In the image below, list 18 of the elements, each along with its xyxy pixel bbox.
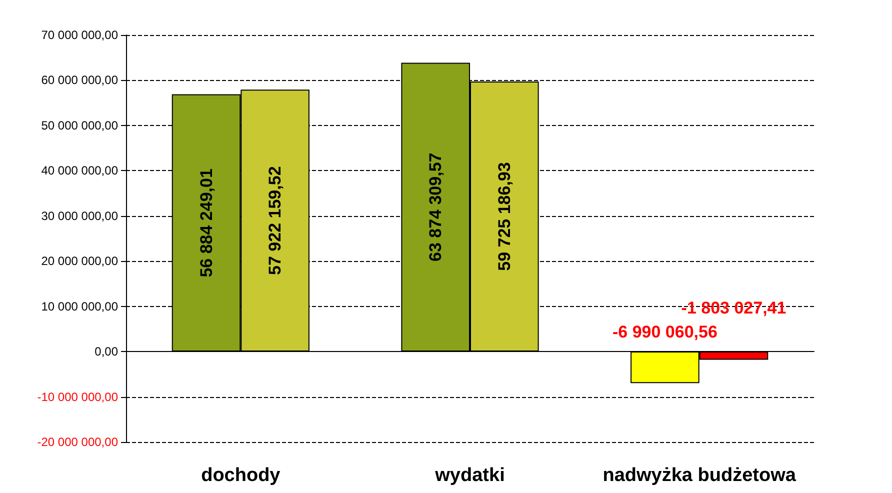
data-label: -6 990 060,56 bbox=[612, 322, 718, 342]
data-label: 56 884 249,01 bbox=[196, 168, 216, 278]
y-tick-label: 60 000 000,00 bbox=[41, 73, 118, 88]
y-tick-label: 30 000 000,00 bbox=[41, 208, 118, 223]
y-tick-label: -20 000 000,00 bbox=[37, 435, 118, 449]
y-tick-label: 70 000 000,00 bbox=[41, 28, 118, 42]
data-label: 59 725 186,93 bbox=[494, 162, 514, 271]
y-tick-label: 20 000 000,00 bbox=[41, 254, 118, 268]
x-tick-label: wydatki bbox=[434, 465, 505, 486]
data-label: 57 922 159,52 bbox=[266, 166, 285, 275]
y-tick-label: -10 000 000,00 bbox=[37, 390, 118, 404]
y-tick-label: 0,00 bbox=[94, 344, 118, 359]
data-label: 63 874 309,57 bbox=[426, 152, 446, 262]
y-tick-label: 10 000 000,00 bbox=[41, 299, 118, 314]
x-tick-label: dochody bbox=[201, 465, 281, 486]
y-tick-label: 40 000 000,00 bbox=[41, 164, 118, 178]
x-tick-label: nadwyżka budżetowa bbox=[602, 465, 796, 486]
y-tick-label: 50 000 000,00 bbox=[41, 118, 118, 132]
